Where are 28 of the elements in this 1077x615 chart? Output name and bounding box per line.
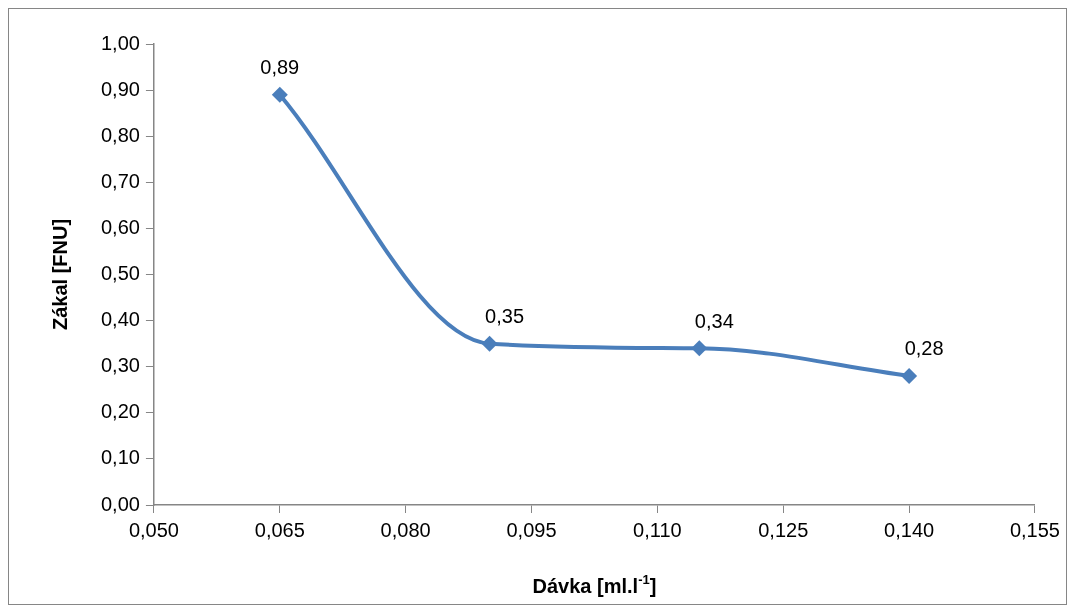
x-tick-label: 0,080 <box>380 518 431 541</box>
y-tick-label: 0,80 <box>100 123 140 146</box>
point <box>271 86 288 103</box>
point <box>901 367 918 384</box>
data-label: 0,34 <box>694 309 734 332</box>
y-tick-label: 0,90 <box>100 77 140 100</box>
y-tick-label: 0,10 <box>100 446 140 469</box>
x-tick-label: 0,095 <box>506 518 557 541</box>
y-tick-label: 1,00 <box>100 31 140 54</box>
y-tick-label: 0,50 <box>100 262 140 285</box>
point <box>691 340 708 357</box>
y-tick-label: 0,30 <box>100 354 140 377</box>
x-tick-label: 0,050 <box>128 518 179 541</box>
x-tick-label: 0,155 <box>1009 518 1061 541</box>
y-tick-label: 0,20 <box>100 400 140 423</box>
y-tick-label: 0,60 <box>100 215 140 238</box>
y-tick-label: 0,70 <box>100 169 140 192</box>
x-tick-label: 0,065 <box>254 518 305 541</box>
data-label: 0,35 <box>485 305 525 328</box>
x-tick-label: 0,140 <box>884 518 935 541</box>
y-tick-label: 0,40 <box>100 308 140 331</box>
point <box>481 335 498 352</box>
y-axis-title: Zákal [FNU] <box>49 218 72 331</box>
y-tick-label: 0,00 <box>100 492 140 515</box>
data-label: 0,28 <box>904 337 944 360</box>
x-tick-label: 0,110 <box>633 518 682 541</box>
x-tick-label: 0,125 <box>758 518 809 541</box>
data-label: 0,89 <box>260 56 300 79</box>
